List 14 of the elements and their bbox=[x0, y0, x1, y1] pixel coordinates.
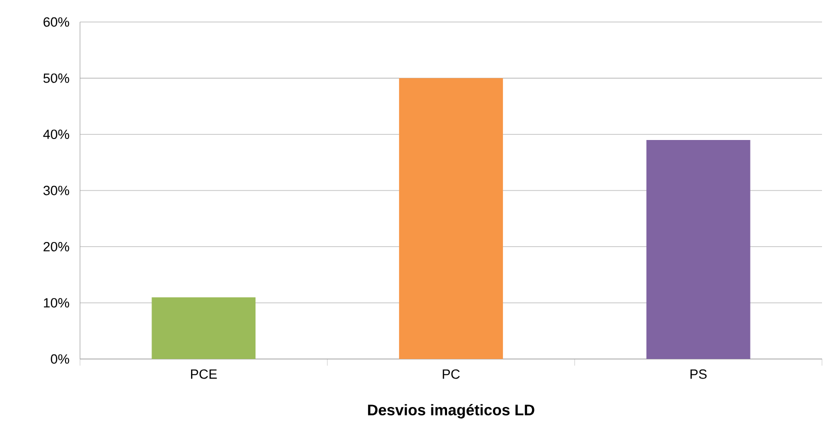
y-tick-label: 60% bbox=[44, 17, 70, 27]
y-tick-label: 0% bbox=[50, 354, 70, 364]
x-axis-title: Desvios imagéticos LD bbox=[368, 404, 534, 418]
y-tick-label: 20% bbox=[44, 242, 70, 252]
y-tick-label: 50% bbox=[43, 73, 70, 83]
y-tick-label: 40% bbox=[43, 130, 70, 140]
bar bbox=[152, 297, 256, 360]
bar bbox=[399, 78, 503, 360]
x-tick-label: PS bbox=[690, 369, 707, 379]
y-tick-label: 30% bbox=[43, 186, 70, 196]
x-tick-label: PCE bbox=[191, 369, 217, 379]
bar bbox=[646, 140, 750, 360]
y-tick-label: 10% bbox=[44, 298, 70, 308]
x-tick-label: PC bbox=[442, 369, 460, 379]
